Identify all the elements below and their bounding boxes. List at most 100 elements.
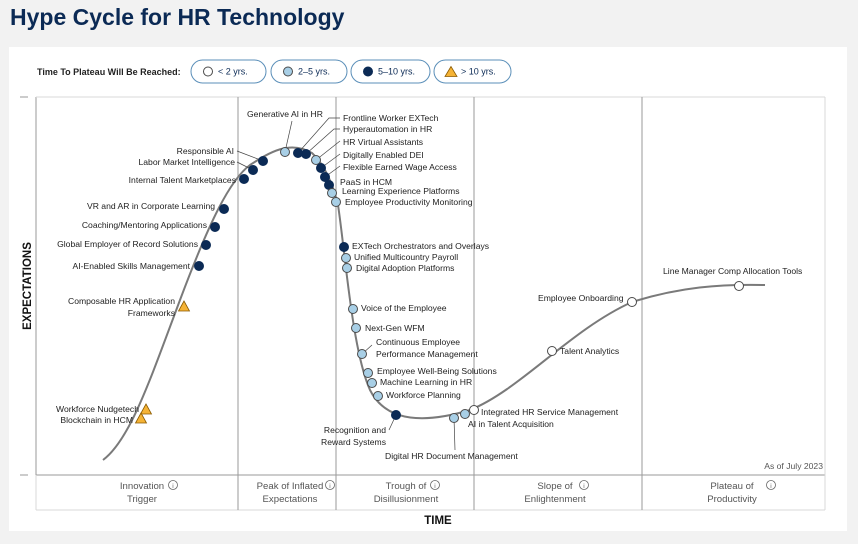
leader-lines (236, 117, 456, 451)
info-icon[interactable]: i (168, 480, 178, 491)
technology-marker[interactable] (339, 242, 349, 252)
technology-marker[interactable] (331, 197, 341, 207)
technology-marker[interactable] (341, 253, 351, 263)
svg-text:i: i (583, 483, 584, 490)
technology-marker[interactable] (248, 165, 258, 175)
technology-label: Workforce Planning (386, 390, 461, 400)
info-icon[interactable]: i (430, 480, 440, 491)
legend-label-5to10: 5–10 yrs. (378, 67, 415, 77)
technology-label: Continuous Employee (376, 337, 460, 347)
legend-label-lt2: < 2 yrs. (218, 67, 248, 77)
phase-label-line1: Innovation (120, 481, 164, 492)
technology-marker[interactable] (449, 413, 459, 423)
leader-line (297, 117, 340, 154)
technology-marker[interactable] (258, 156, 268, 166)
technology-label: Workforce Nudgetech (56, 404, 139, 414)
technology-label: Digitally Enabled DEI (343, 150, 424, 160)
technology-marker[interactable] (280, 147, 290, 157)
technology-label: Hyperautomation in HR (343, 124, 432, 134)
technology-marker[interactable] (367, 378, 377, 388)
phase-label: Trough of Disillusionment i (374, 480, 440, 505)
technology-marker[interactable] (316, 163, 326, 173)
technology-label: Voice of the Employee (361, 303, 447, 313)
svg-text:i: i (770, 483, 771, 490)
legend-circle-icon (363, 66, 373, 77)
phase-label-line2: Enlightenment (524, 494, 586, 505)
technology-label: Line Manager Comp Allocation Tools (663, 266, 802, 276)
technology-label: Talent Analytics (560, 346, 619, 356)
phase-label-line1: Plateau of (710, 481, 754, 492)
technology-marker[interactable] (734, 281, 744, 291)
legend-item-5to10 (350, 59, 431, 84)
technology-marker[interactable] (351, 323, 361, 333)
leader-line (284, 120, 293, 153)
technology-label: EXTech Orchestrators and Overlays (352, 241, 489, 251)
info-icon[interactable]: i (325, 480, 335, 491)
svg-text:i: i (172, 483, 173, 490)
legend-item-gt10 (433, 59, 512, 84)
phase-label: Peak of Inflated Expectations i (257, 480, 335, 505)
phase-dividers (237, 97, 643, 510)
technology-marker[interactable] (469, 405, 479, 415)
technology-label: Frameworks (128, 308, 175, 318)
technology-label: Internal Talent Marketplaces (129, 175, 236, 185)
phase-label-line2: Productivity (707, 494, 757, 505)
technology-marker[interactable] (194, 261, 204, 271)
technology-label: Next-Gen WFM (365, 323, 425, 333)
technology-label: Global Employer of Record Solutions (57, 239, 198, 249)
plot-frame (20, 96, 826, 511)
phase-label: Slope of Enlightenment i (524, 480, 589, 505)
svg-text:i: i (329, 483, 330, 490)
technology-label: Flexible Earned Wage Access (343, 162, 457, 172)
technology-marker[interactable] (627, 297, 637, 307)
phase-label: Plateau of Productivity i (707, 480, 776, 505)
legend-circle-icon (283, 66, 293, 77)
technology-marker[interactable] (460, 409, 470, 419)
legend-label-2to5: 2–5 yrs. (298, 67, 330, 77)
technology-marker[interactable] (357, 349, 367, 359)
technology-marker[interactable] (363, 368, 373, 378)
technology-marker[interactable] (177, 300, 191, 312)
technology-label: Machine Learning in HR (380, 377, 472, 387)
phase-label-line2: Disillusionment (374, 494, 439, 505)
leader-line (315, 140, 341, 161)
leader-line (305, 128, 340, 155)
technology-marker[interactable] (348, 304, 358, 314)
phase-label-line1: Peak of Inflated (257, 481, 324, 492)
technology-marker[interactable] (210, 222, 220, 232)
technology-marker[interactable] (201, 240, 211, 250)
phase-label-line1: Slope of (537, 481, 573, 492)
legend-item-lt2 (190, 59, 267, 84)
technology-marker[interactable] (327, 188, 337, 198)
technology-label: Employee Onboarding (538, 293, 624, 303)
info-icon[interactable]: i (579, 480, 589, 491)
technology-marker[interactable] (239, 174, 249, 184)
leader-line (453, 417, 456, 451)
technology-label: Unified Multicountry Payroll (354, 252, 458, 262)
technology-marker[interactable] (391, 410, 401, 420)
technology-marker[interactable] (219, 204, 229, 214)
technology-label: Generative AI in HR (247, 109, 323, 119)
technology-marker[interactable] (301, 149, 311, 159)
technology-marker[interactable] (342, 263, 352, 273)
technology-marker[interactable] (547, 346, 557, 356)
technology-marker[interactable] (373, 391, 383, 401)
technology-marker[interactable] (320, 172, 330, 182)
technology-label: Composable HR Application (68, 296, 175, 306)
y-axis-label: EXPECTATIONS (22, 242, 34, 330)
technology-marker[interactable] (311, 155, 321, 165)
phase-label-line1: Trough of (386, 481, 427, 492)
legend-label-gt10: > 10 yrs. (461, 67, 496, 77)
technology-marker[interactable] (139, 403, 153, 415)
technology-label: Coaching/Mentoring Applications (82, 220, 207, 230)
phase-label-line2: Expectations (263, 494, 318, 505)
info-icon[interactable]: i (766, 480, 776, 491)
svg-text:i: i (434, 483, 435, 490)
technology-label: Digital HR Document Management (385, 451, 518, 461)
legend-title: Time To Plateau Will Be Reached: (37, 67, 181, 77)
as-of-date: As of July 2023 (764, 461, 823, 471)
technology-label: Reward Systems (321, 437, 386, 447)
technology-marker[interactable] (134, 412, 148, 424)
